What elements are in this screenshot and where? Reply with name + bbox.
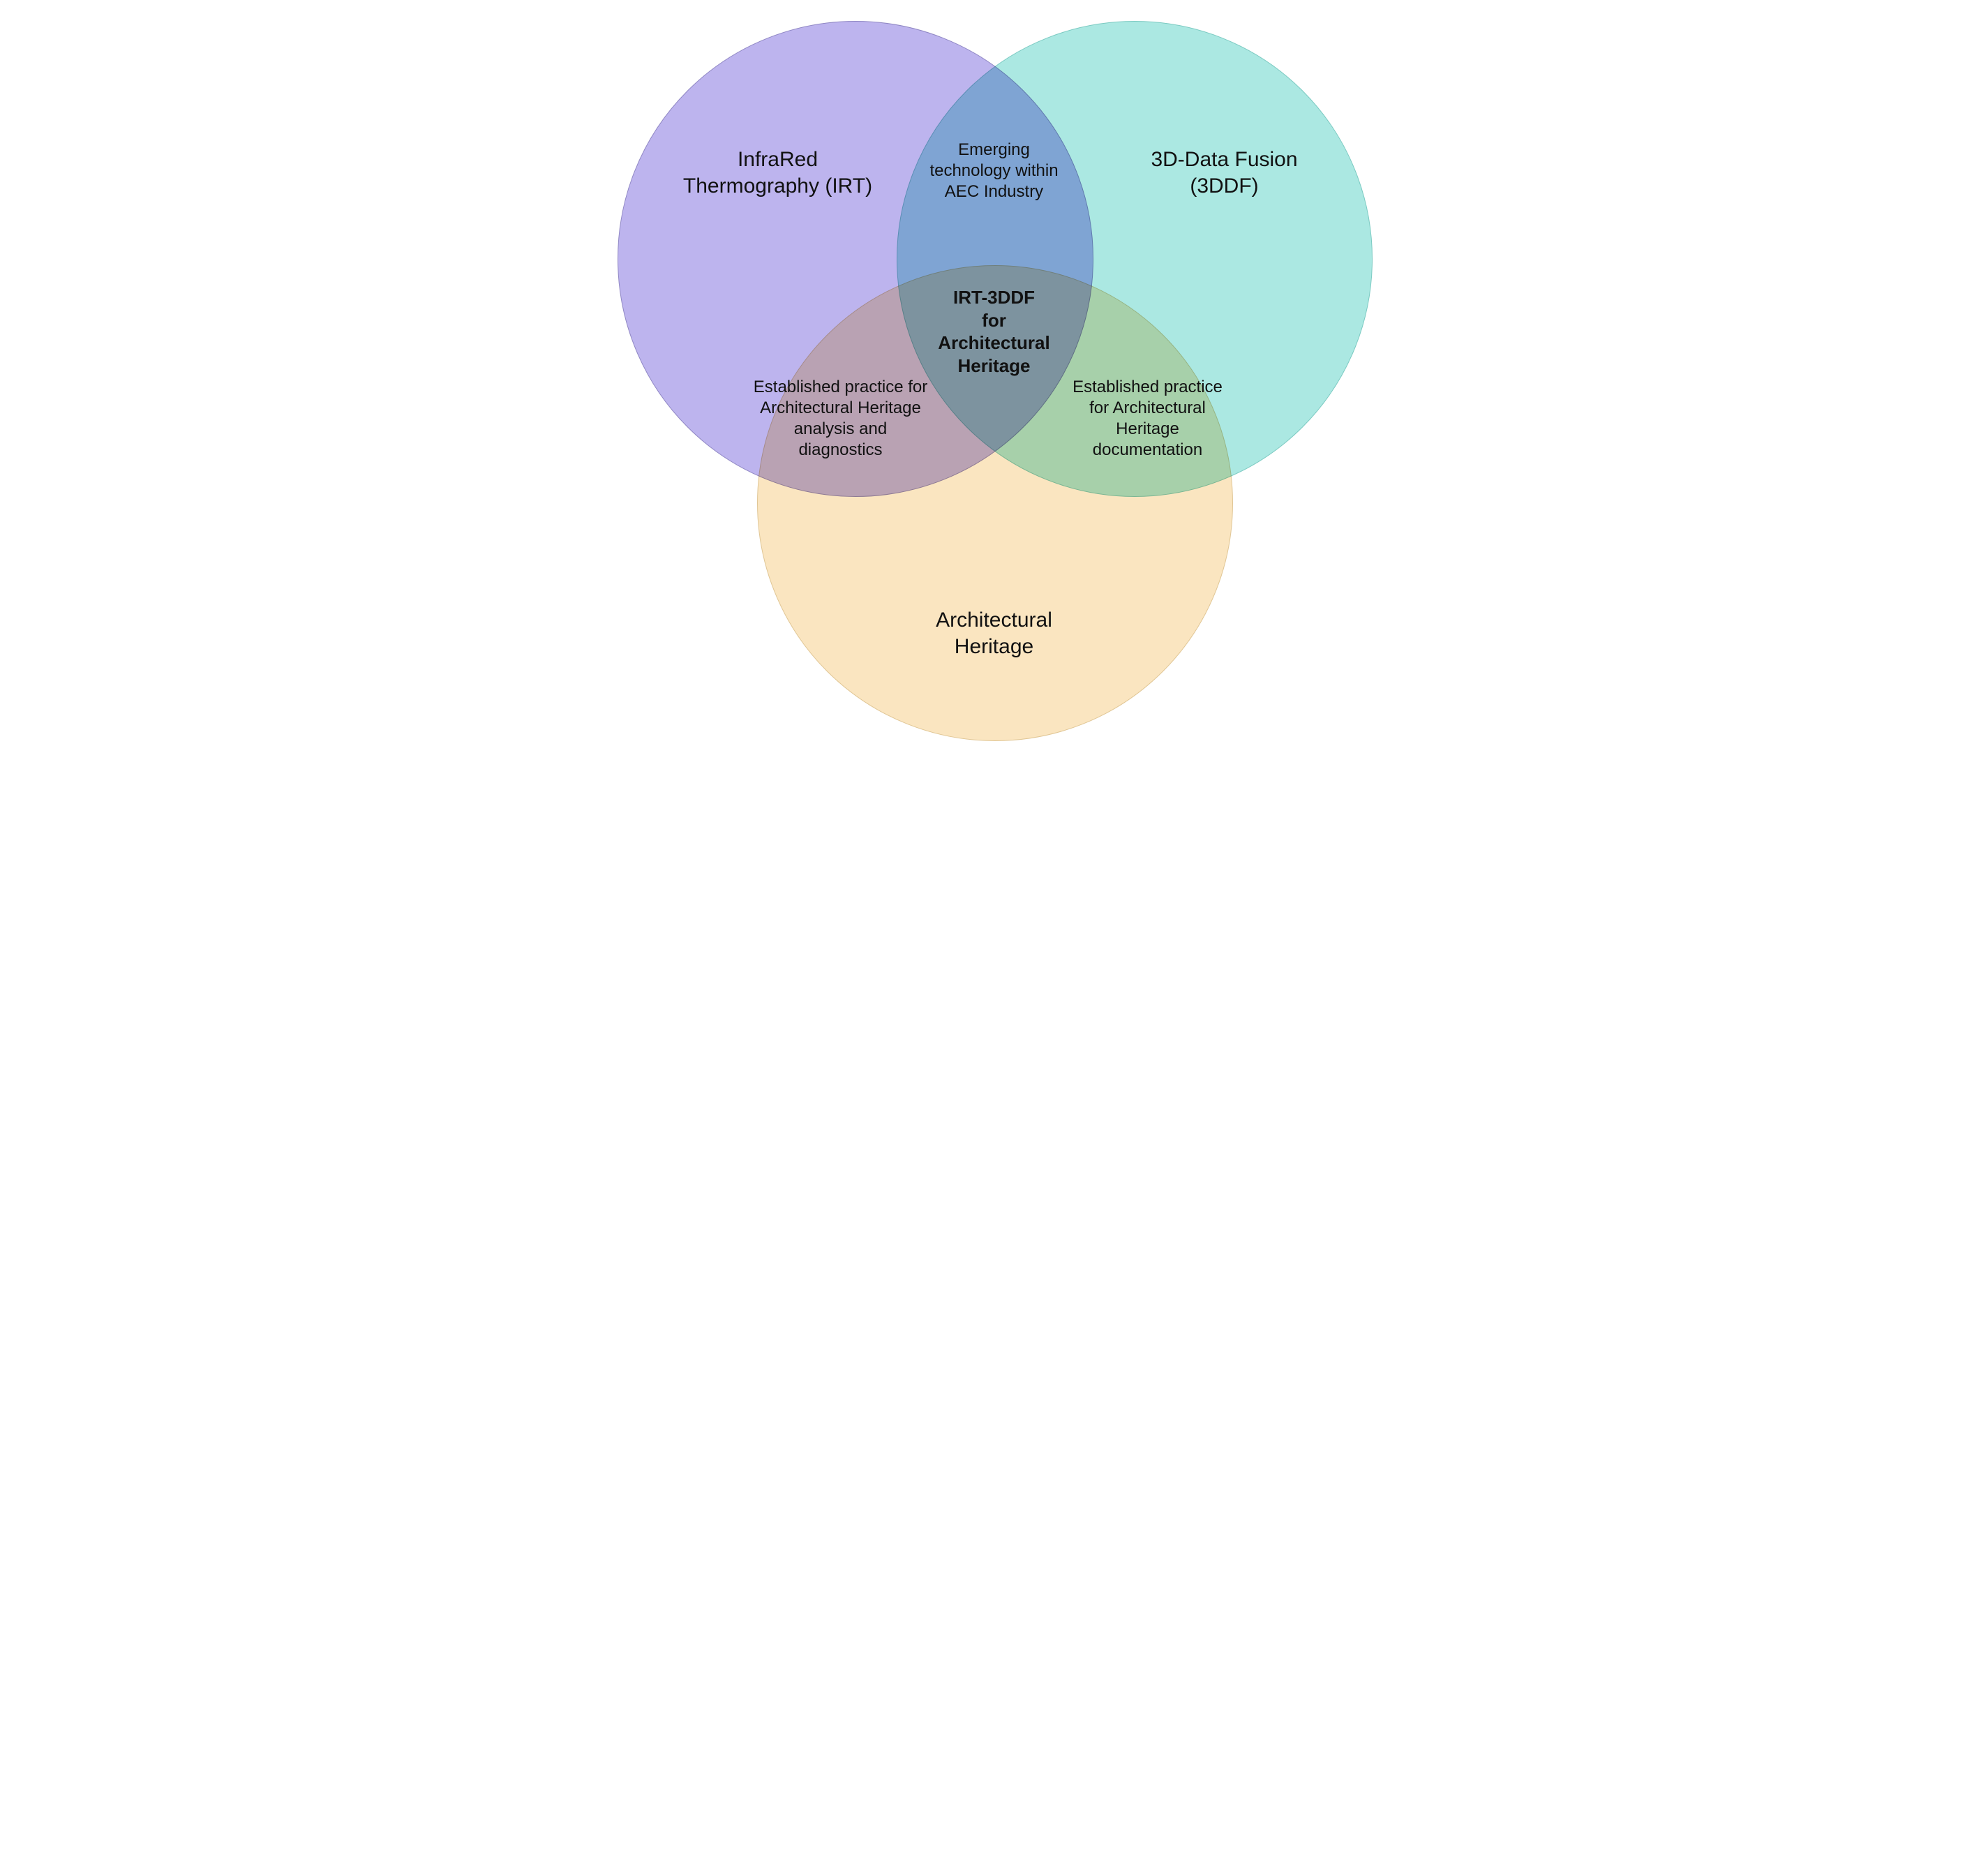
label-irt-ddf: Emerging technology within AEC Industry (914, 140, 1075, 202)
label-ddf-heritage: Established practice for Architectural H… (1050, 377, 1246, 461)
label-ddf-title: 3D-Data Fusion (3DDF) (1106, 147, 1343, 199)
label-irt-title: InfraRed Thermography (IRT) (659, 147, 897, 199)
label-heritage-title: Architectural Heritage (876, 607, 1113, 659)
venn-diagram: InfraRed Thermography (IRT) 3D-Data Fusi… (576, 0, 1413, 782)
label-irt-heritage: Established practice for Architectural H… (736, 377, 946, 461)
label-center: IRT-3DDF for Architectural Heritage (904, 286, 1085, 377)
